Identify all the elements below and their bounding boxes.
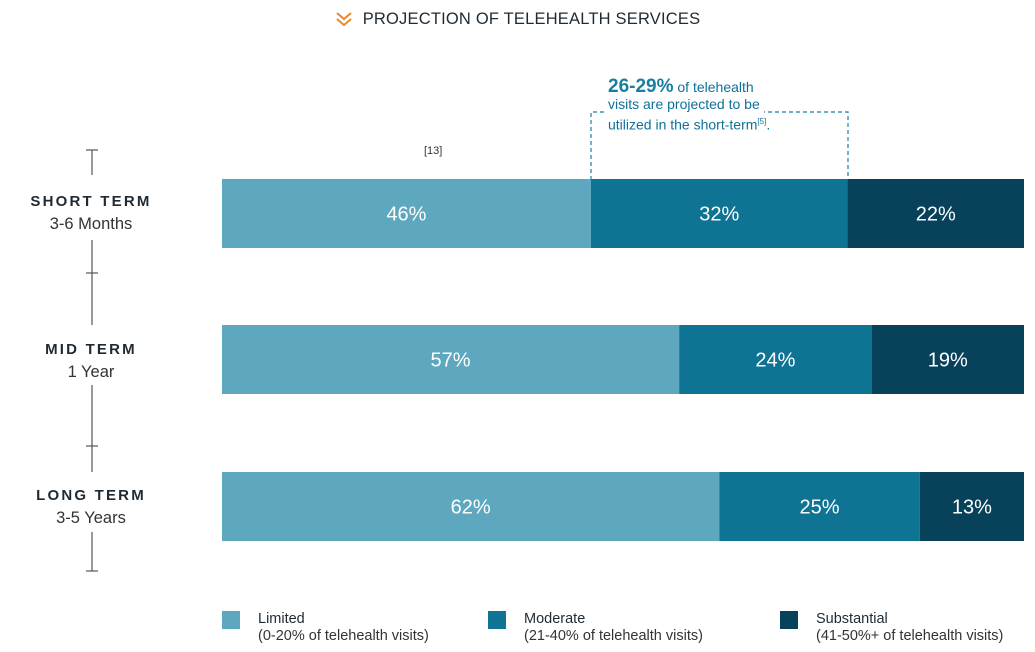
legend-name: Substantial [816, 611, 888, 627]
legend-sub: (21-40% of telehealth visits) [524, 628, 703, 644]
row-label-short-term: SHORT TERM 3-6 Months [0, 191, 182, 235]
double-chevron-down-icon [335, 11, 353, 32]
row-label-mid-term: MID TERM 1 Year [0, 339, 182, 383]
row-period: 1 Year [67, 363, 115, 381]
bar-segment-moderate-row-2 [679, 325, 872, 394]
chart-title: PROJECTION OF TELEHEALTH SERVICES [0, 10, 1035, 32]
row-term: MID TERM [45, 341, 137, 358]
bar-segment-substantial-row-1 [847, 179, 1024, 248]
data-label-moderate-row-1: 32% [699, 204, 739, 226]
bar-segment-limited-row-3 [222, 472, 720, 541]
data-label-limited-row-2: 57% [431, 350, 471, 372]
row-term: SHORT TERM [30, 193, 152, 210]
bar-segment-limited-row-2 [222, 325, 680, 394]
callout-text-3: utilized in the short-term [608, 116, 758, 133]
bar-segment-substantial-row-2 [871, 325, 1024, 394]
row-period: 3-5 Years [56, 509, 126, 527]
data-label-moderate-row-2: 24% [755, 350, 795, 372]
bar-segment-substantial-row-3 [919, 472, 1024, 541]
legend-swatch-moderate [488, 611, 506, 629]
timeline-axis [86, 149, 98, 572]
callout-text-1: of telehealth [673, 79, 754, 95]
bar-segment-moderate-row-3 [719, 472, 920, 541]
callout-annotation: 26-29% of telehealth visits are projecte… [604, 76, 844, 134]
reference-13: [13] [424, 145, 443, 157]
chart-title-text: PROJECTION OF TELEHEALTH SERVICES [362, 10, 701, 28]
legend-name: Moderate [524, 611, 586, 627]
callout-ref: [5] [757, 117, 767, 126]
data-label-substantial-row-2: 19% [928, 350, 968, 372]
data-label-limited-row-3: 62% [451, 497, 491, 519]
bar-segment-limited-row-1 [222, 179, 591, 248]
legend-name: Limited [258, 611, 305, 627]
legend-swatch-substantial [780, 611, 798, 629]
row-label-long-term: LONG TERM 3-5 Years [0, 485, 182, 529]
row-term: LONG TERM [36, 487, 146, 504]
legend-sub: (41-50%+ of telehealth visits) [816, 628, 1004, 644]
data-label-moderate-row-3: 25% [799, 497, 839, 519]
legend-swatch-limited [222, 611, 240, 629]
data-label-substantial-row-3: 13% [952, 497, 992, 519]
callout-text-2: visits are projected to be [608, 96, 760, 112]
data-label-limited-row-1: 46% [386, 204, 426, 226]
row-period: 3-6 Months [49, 215, 133, 233]
data-label-substantial-row-1: 22% [916, 204, 956, 226]
bar-segment-moderate-row-1 [590, 179, 848, 248]
callout-period: . [766, 116, 771, 133]
legend-sub: (0-20% of telehealth visits) [258, 628, 429, 644]
callout-highlight: 26-29% [608, 76, 674, 97]
